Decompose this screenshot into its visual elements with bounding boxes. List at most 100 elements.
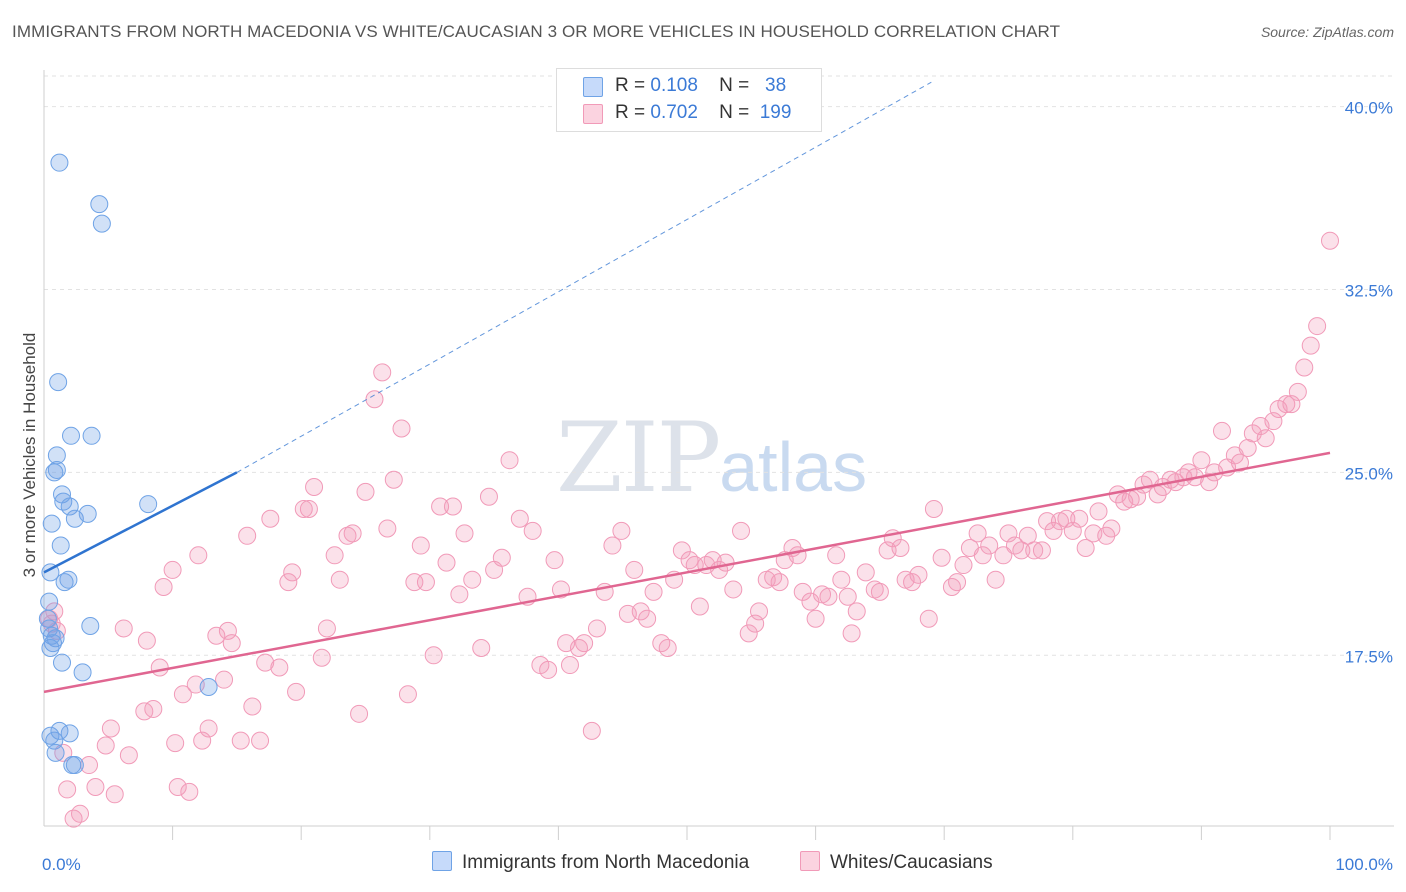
watermark-zip: ZIP bbox=[556, 402, 721, 514]
whites-point bbox=[793, 582, 812, 601]
whites-point bbox=[838, 587, 857, 606]
whites-point bbox=[365, 390, 384, 409]
whites-point bbox=[1044, 521, 1063, 540]
whites-point bbox=[350, 704, 369, 723]
legend-n-value: 199 bbox=[759, 102, 792, 123]
whites-point bbox=[732, 521, 751, 540]
whites-point bbox=[932, 548, 951, 567]
macedonia-point bbox=[46, 743, 65, 762]
whites-point bbox=[231, 731, 250, 750]
whites-point bbox=[317, 619, 336, 638]
whites-point bbox=[968, 524, 987, 543]
macedonia-point bbox=[40, 592, 59, 611]
whites-point bbox=[680, 551, 699, 570]
whites-point bbox=[218, 621, 237, 640]
watermark-atlas: atlas bbox=[719, 428, 868, 506]
whites-point bbox=[455, 524, 474, 543]
macedonia-point bbox=[50, 153, 69, 172]
whites-point bbox=[1070, 509, 1089, 528]
whites-point bbox=[658, 638, 677, 657]
whites-point bbox=[980, 536, 999, 555]
whites-point bbox=[603, 536, 622, 555]
bottom-legend-macedonia: Immigrants from North Macedonia bbox=[432, 851, 749, 874]
whites-point bbox=[398, 685, 417, 704]
whites-point bbox=[1301, 336, 1320, 355]
macedonia-point bbox=[44, 634, 63, 653]
whites-point bbox=[1032, 541, 1051, 560]
macedonia-point bbox=[40, 619, 59, 638]
whites-point bbox=[45, 602, 64, 621]
whites-point bbox=[154, 578, 173, 597]
whites-point bbox=[58, 780, 77, 799]
macedonia-point bbox=[47, 460, 66, 479]
whites-point bbox=[1321, 231, 1339, 250]
y-tick-label: 32.5% bbox=[1345, 281, 1393, 300]
whites-point bbox=[500, 451, 519, 470]
whites-point bbox=[137, 631, 156, 650]
bottom-legend-label-whites: Whites/Caucasians bbox=[830, 852, 993, 873]
whites-point bbox=[865, 580, 884, 599]
whites-point bbox=[1192, 451, 1211, 470]
whites-point bbox=[392, 419, 411, 438]
whites-point bbox=[948, 573, 967, 592]
whites-point bbox=[842, 624, 861, 643]
whites-point bbox=[424, 646, 443, 665]
macedonia-point bbox=[62, 426, 81, 445]
legend-r-value: 0.702 bbox=[650, 102, 698, 123]
whites-point bbox=[312, 648, 331, 667]
whites-point bbox=[1288, 382, 1307, 401]
whites-point bbox=[954, 556, 973, 575]
whites-point bbox=[373, 363, 392, 382]
whites-point bbox=[325, 546, 344, 565]
whites-point bbox=[450, 585, 469, 604]
whites-point bbox=[1264, 412, 1283, 431]
macedonia-point bbox=[73, 663, 92, 682]
whites-point bbox=[891, 538, 910, 557]
whites-point bbox=[924, 499, 943, 518]
whites-point bbox=[238, 526, 257, 545]
whites-point bbox=[283, 563, 302, 582]
macedonia-point bbox=[41, 638, 60, 657]
whites-point bbox=[119, 746, 138, 765]
whites-point bbox=[378, 519, 397, 538]
legend-n-label: N = bbox=[719, 75, 750, 96]
whites-point bbox=[1212, 421, 1231, 440]
whites-point bbox=[299, 499, 318, 518]
whites-point bbox=[163, 560, 182, 579]
macedonia-point bbox=[78, 504, 97, 523]
whites-point bbox=[942, 578, 961, 597]
legend-r-label: R = bbox=[615, 102, 646, 123]
whites-point bbox=[545, 551, 564, 570]
whites-point bbox=[973, 546, 992, 565]
whites-point bbox=[243, 697, 262, 716]
whites-point bbox=[437, 553, 456, 572]
legend-n-value: 38 bbox=[765, 75, 787, 96]
whites-point bbox=[54, 743, 73, 762]
macedonia-point bbox=[60, 497, 79, 516]
whites-point bbox=[582, 721, 601, 740]
whites-point bbox=[832, 570, 851, 589]
whites-point bbox=[189, 546, 208, 565]
whites-point bbox=[150, 658, 169, 677]
whites-point bbox=[724, 580, 743, 599]
whites-point bbox=[1295, 358, 1314, 377]
whites-point bbox=[827, 546, 846, 565]
legend-r-value: 0.108 bbox=[650, 75, 698, 96]
x-tick-label: 0.0% bbox=[42, 855, 81, 874]
whites-point bbox=[523, 521, 542, 540]
whites-point bbox=[416, 573, 435, 592]
whites-point bbox=[463, 570, 482, 589]
whites-point bbox=[770, 573, 789, 592]
whites-point bbox=[847, 602, 866, 621]
legend-n-label: N = bbox=[719, 102, 750, 123]
whites-point bbox=[251, 731, 270, 750]
macedonia-trend-line bbox=[43, 471, 238, 574]
bottom-legend-whites: Whites/Caucasians bbox=[800, 851, 993, 874]
whites-point bbox=[431, 497, 450, 516]
macedonia-point bbox=[51, 536, 70, 555]
macedonia-point bbox=[45, 463, 64, 482]
whites-point bbox=[105, 785, 124, 804]
whites-point bbox=[343, 524, 362, 543]
whites-point bbox=[801, 592, 820, 611]
